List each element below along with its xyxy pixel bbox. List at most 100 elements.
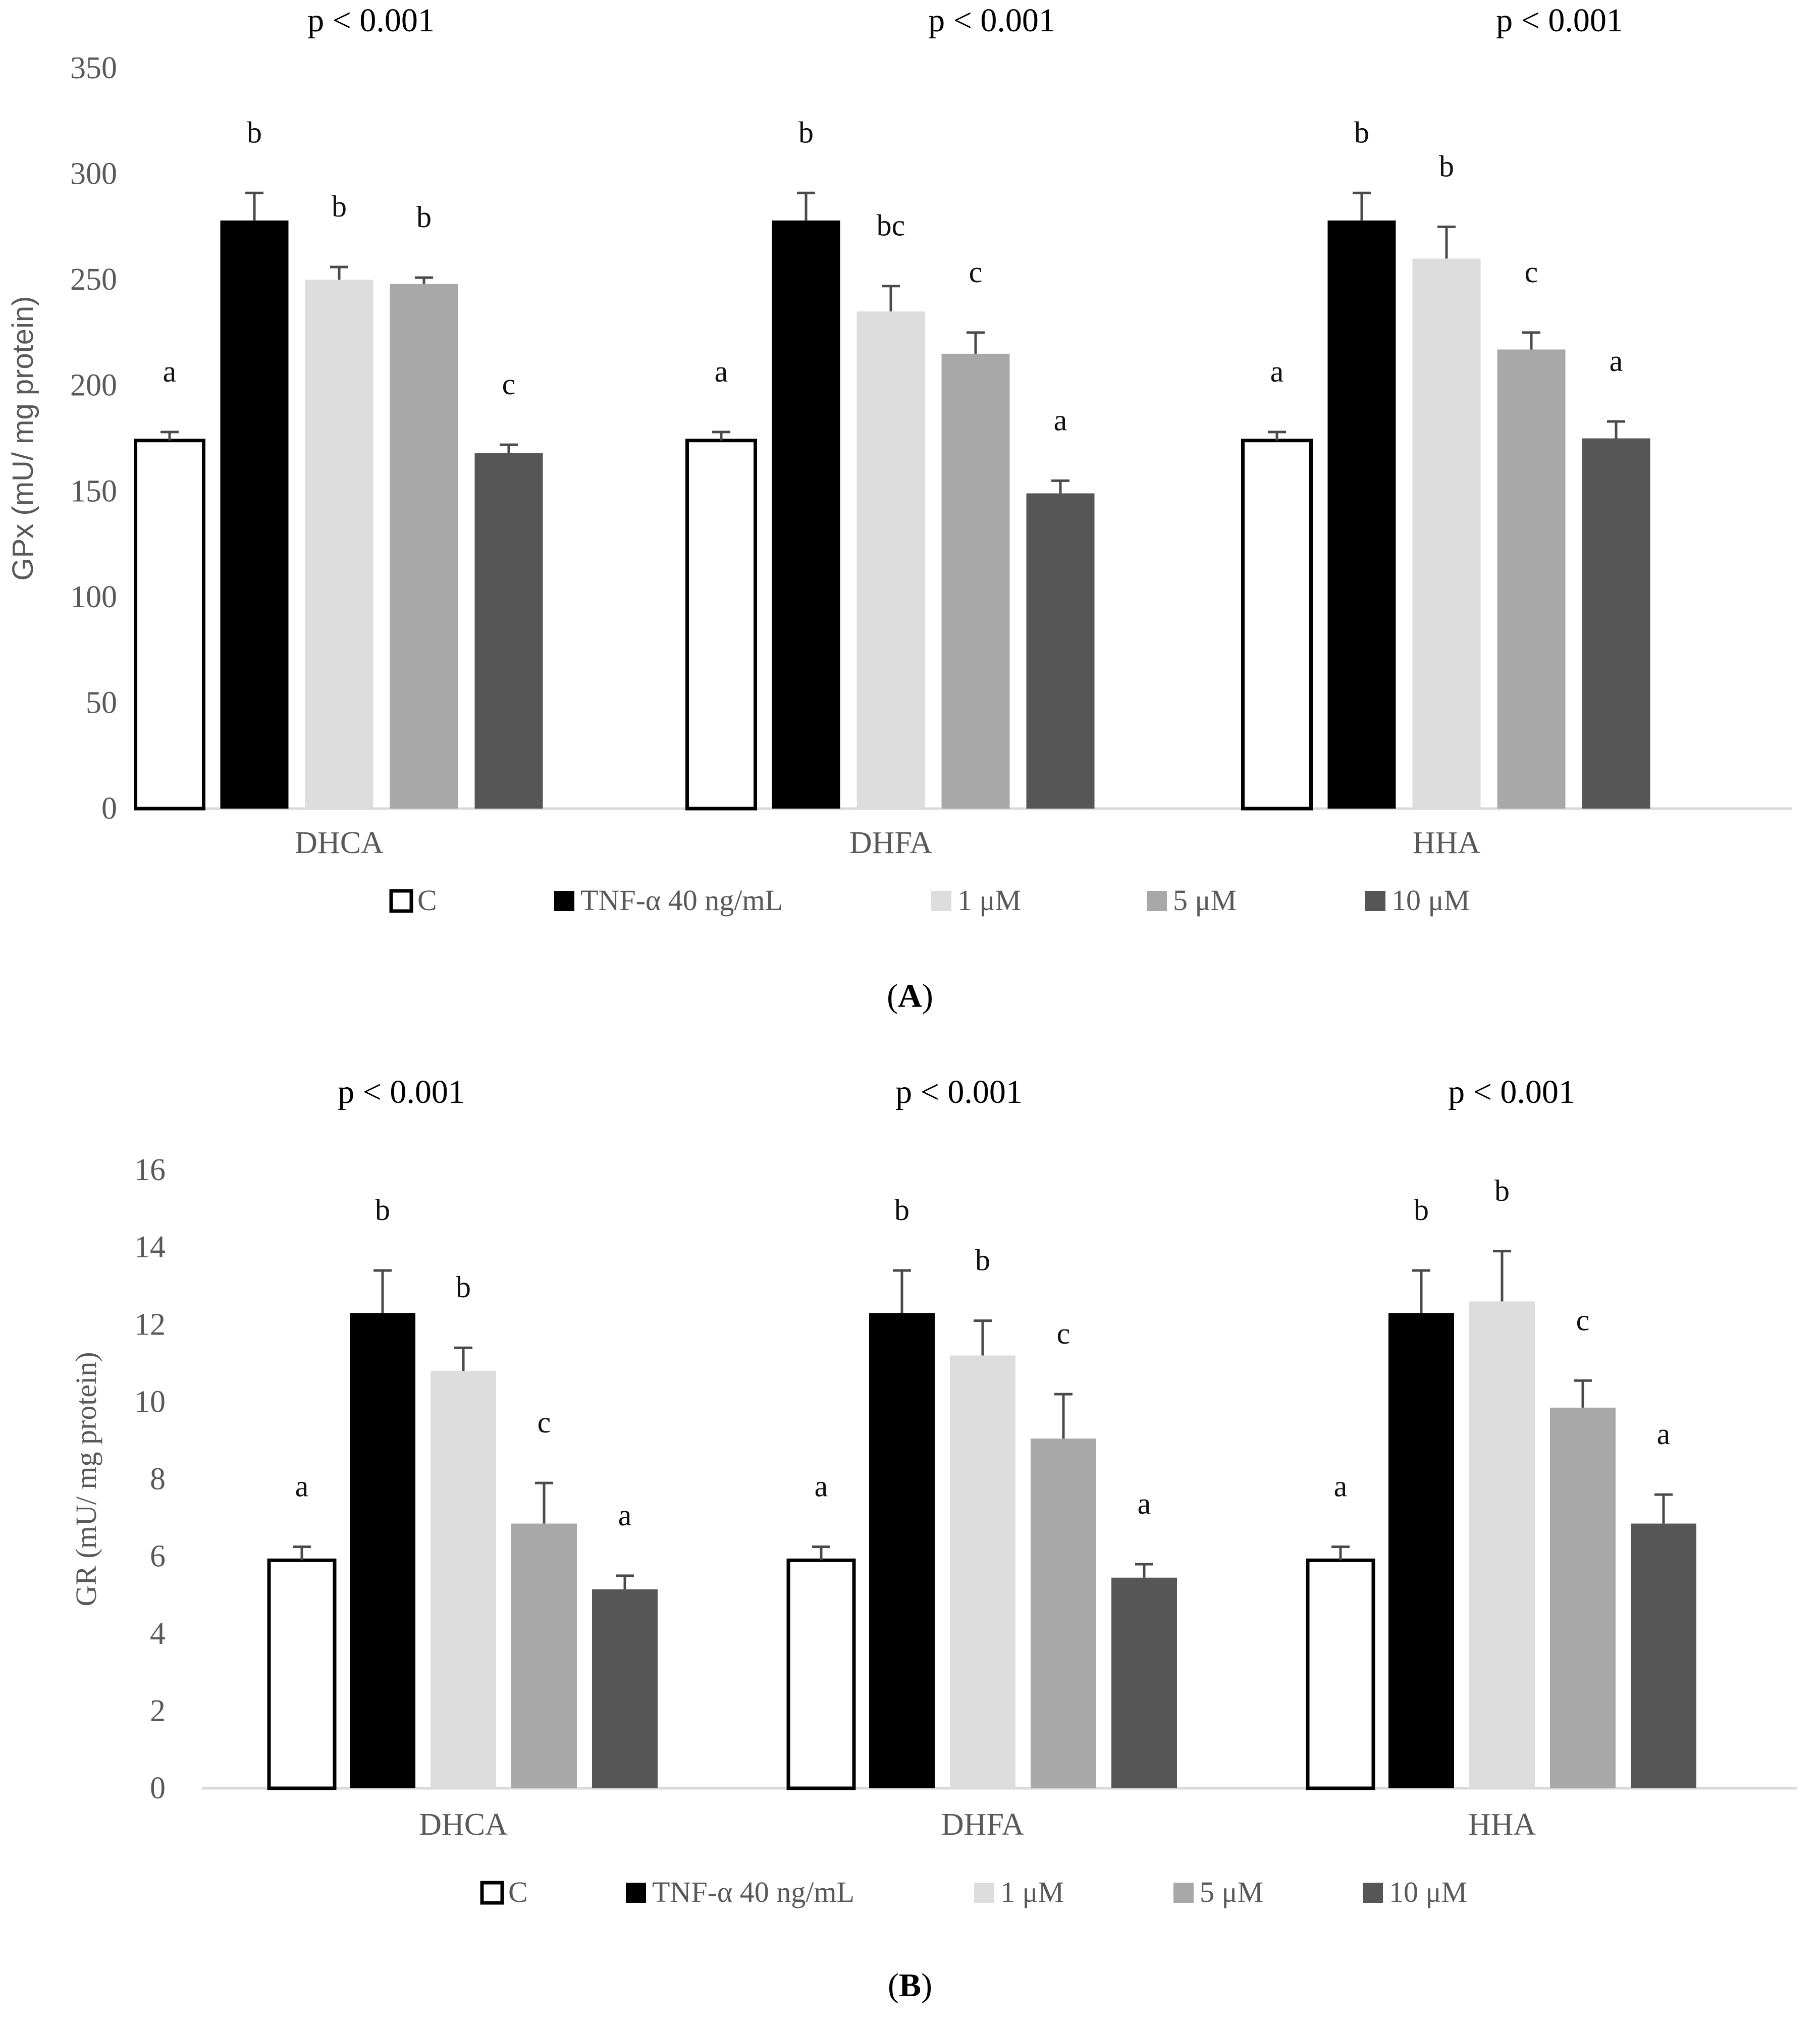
bar-hha-series-1 <box>1388 1313 1454 1788</box>
y-axis-title: GPx (mU/ mg protein) <box>7 296 39 581</box>
y-tick-label: 0 <box>101 791 117 826</box>
bar-dhfa-series-3 <box>1031 1439 1096 1788</box>
legend-label-1: TNF-α 40 ng/mL <box>652 1876 854 1908</box>
bar-dhfa-series-1 <box>869 1313 935 1788</box>
y-tick-label: 14 <box>134 1230 166 1264</box>
significance-letter: b <box>975 1244 990 1277</box>
significance-letter: c <box>969 255 983 289</box>
legend-label-2: 1 μM <box>1000 1876 1064 1908</box>
significance-letter: a <box>1657 1417 1671 1451</box>
y-tick-label: 12 <box>134 1307 166 1342</box>
bar-hha-series-1 <box>1327 220 1396 809</box>
bar-dhfa-series-4 <box>1026 493 1095 809</box>
y-tick-label: 8 <box>150 1462 166 1497</box>
chart-panel-A: 0 50 100 150 200 250 300 350 GPx (mU/ mg protein… <box>7 2 1792 1015</box>
significance-letter: b <box>1439 149 1454 183</box>
panel-label: (A) <box>887 978 933 1015</box>
y-tick-label: 350 <box>70 51 117 85</box>
p-value-annotation: p < 0.001 <box>1448 1074 1575 1110</box>
x-tick-label-dhca: DHCA <box>419 1807 508 1842</box>
bar-hha-series-2 <box>1469 1301 1535 1788</box>
legend-label-3: 5 μM <box>1200 1876 1263 1908</box>
bar-dhfa-series-3 <box>941 353 1010 809</box>
significance-letter: a <box>1054 403 1067 437</box>
panel-label: (B) <box>888 1967 932 2004</box>
legend-swatch-4 <box>1365 891 1385 911</box>
bar-hha-series-0 <box>1241 439 1313 811</box>
y-tick-label: 16 <box>134 1153 166 1187</box>
bar-dhca-series-4 <box>474 453 543 809</box>
legend-label-0: C <box>508 1876 528 1908</box>
significance-letter: b <box>1494 1174 1510 1207</box>
bar-hha-series-0 <box>1306 1558 1375 1790</box>
y-tick-label: 10 <box>134 1384 166 1419</box>
significance-letter: c <box>1525 255 1538 289</box>
significance-letter: b <box>456 1270 471 1304</box>
y-tick-label: 6 <box>150 1539 166 1574</box>
significance-letter: a <box>715 355 728 388</box>
significance-letter: c <box>538 1406 551 1439</box>
y-axis-title: GR (mU/ mg protein) <box>70 1352 102 1606</box>
y-tick-label: 100 <box>70 580 117 614</box>
significance-letter: a <box>1270 355 1284 388</box>
bar-dhca-series-4 <box>592 1589 658 1788</box>
bar-hha-series-2 <box>1412 258 1481 809</box>
significance-letter: b <box>332 190 347 223</box>
legend-swatch-0 <box>480 1881 504 1905</box>
p-value-annotation: p < 0.001 <box>928 2 1055 39</box>
significance-letter: a <box>1610 344 1623 378</box>
bar-dhca-series-3 <box>511 1523 577 1788</box>
legend-swatch-3 <box>1147 891 1167 911</box>
y-tick-label: 0 <box>150 1771 166 1805</box>
p-value-annotation: p < 0.001 <box>338 1074 465 1110</box>
bar-dhca-series-0 <box>134 439 205 811</box>
p-value-annotation: p < 0.001 <box>307 2 435 39</box>
y-tick-label: 4 <box>150 1617 166 1651</box>
y-tick-label: 300 <box>70 157 117 191</box>
legend-swatch-0 <box>389 889 413 913</box>
y-tick-label: 2 <box>150 1694 166 1728</box>
significance-letter: b <box>1354 116 1369 149</box>
significance-letter: b <box>416 200 432 234</box>
legend-label-1: TNF-α 40 ng/mL <box>580 884 783 917</box>
significance-letter: a <box>295 1469 309 1503</box>
bar-dhfa-series-0 <box>685 439 757 811</box>
legend-swatch-1 <box>554 891 574 911</box>
legend-label-4: 10 μM <box>1391 884 1470 917</box>
bar-dhca-series-0 <box>267 1558 337 1790</box>
p-value-annotation: p < 0.001 <box>895 1074 1023 1110</box>
bar-dhca-series-2 <box>431 1371 496 1788</box>
legend-swatch-4 <box>1363 1883 1383 1903</box>
significance-letter: b <box>894 1193 909 1227</box>
x-tick-label-hha: HHA <box>1468 1807 1536 1842</box>
bar-hha-series-3 <box>1497 349 1566 809</box>
x-tick-label-dhfa: DHFA <box>849 826 932 860</box>
bar-hha-series-4 <box>1631 1523 1696 1788</box>
legend-label-4: 10 μM <box>1389 1876 1467 1908</box>
x-tick-label-hha: HHA <box>1413 826 1481 860</box>
y-tick-label: 150 <box>70 474 117 508</box>
legend-label-2: 1 μM <box>957 884 1021 917</box>
significance-letter: b <box>375 1193 390 1227</box>
significance-letter: a <box>618 1499 632 1532</box>
bar-dhfa-series-0 <box>786 1558 856 1790</box>
significance-letter: b <box>798 116 814 149</box>
legend-label-3: 5 μM <box>1173 884 1237 917</box>
x-tick-label-dhca: DHCA <box>295 826 384 860</box>
chart-panel-B: 0 2 4 6 8 10 12 14 16 GR (mU/ mg protein) a b b c a DHC… <box>70 1074 1797 2004</box>
y-tick-label: 250 <box>70 262 117 297</box>
legend-swatch-2 <box>931 891 951 911</box>
y-tick-label: 200 <box>70 368 117 403</box>
bar-dhfa-series-4 <box>1111 1577 1177 1788</box>
significance-letter: c <box>1576 1303 1590 1337</box>
legend-swatch-1 <box>626 1883 646 1903</box>
significance-letter: bc <box>877 209 905 242</box>
bar-hha-series-4 <box>1582 438 1650 809</box>
significance-letter: a <box>815 1469 828 1503</box>
significance-letter: c <box>1057 1317 1070 1350</box>
significance-letter: a <box>1334 1469 1348 1503</box>
legend-swatch-3 <box>1173 1883 1194 1903</box>
bar-dhca-series-1 <box>350 1313 415 1788</box>
bar-dhfa-series-1 <box>772 220 840 809</box>
legend-label-0: C <box>417 884 437 917</box>
